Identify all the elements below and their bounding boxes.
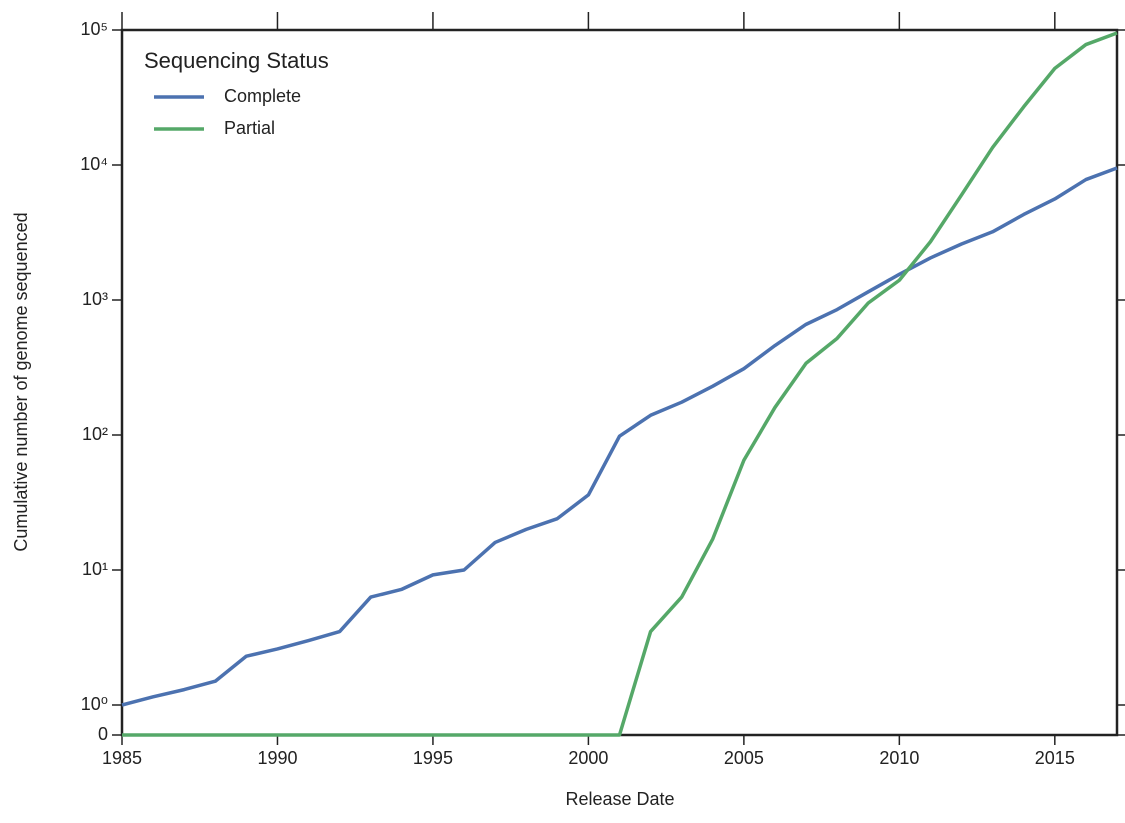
x-tick-label: 1995	[413, 748, 453, 768]
legend-label: Partial	[224, 118, 275, 138]
legend-title: Sequencing Status	[144, 48, 329, 73]
x-tick-label: 2015	[1035, 748, 1075, 768]
y-tick-label: 10⁴	[80, 154, 108, 174]
x-tick-label: 1985	[102, 748, 142, 768]
legend-label: Complete	[224, 86, 301, 106]
y-tick-label: 0	[98, 724, 108, 744]
x-tick-label: 2000	[568, 748, 608, 768]
y-tick-label: 10¹	[82, 559, 108, 579]
y-axis-label: Cumulative number of genome sequenced	[11, 212, 31, 551]
y-tick-label: 10²	[82, 424, 108, 444]
x-axis-label: Release Date	[565, 789, 674, 809]
y-tick-label: 10³	[82, 289, 108, 309]
y-tick-label: 10⁵	[81, 19, 108, 39]
x-tick-label: 1990	[257, 748, 297, 768]
line-series	[121, 166, 1118, 707]
line-series	[122, 31, 1118, 737]
y-tick-label: 10⁰	[81, 694, 108, 714]
x-tick-label: 2010	[879, 748, 919, 768]
x-tick-label: 2005	[724, 748, 764, 768]
